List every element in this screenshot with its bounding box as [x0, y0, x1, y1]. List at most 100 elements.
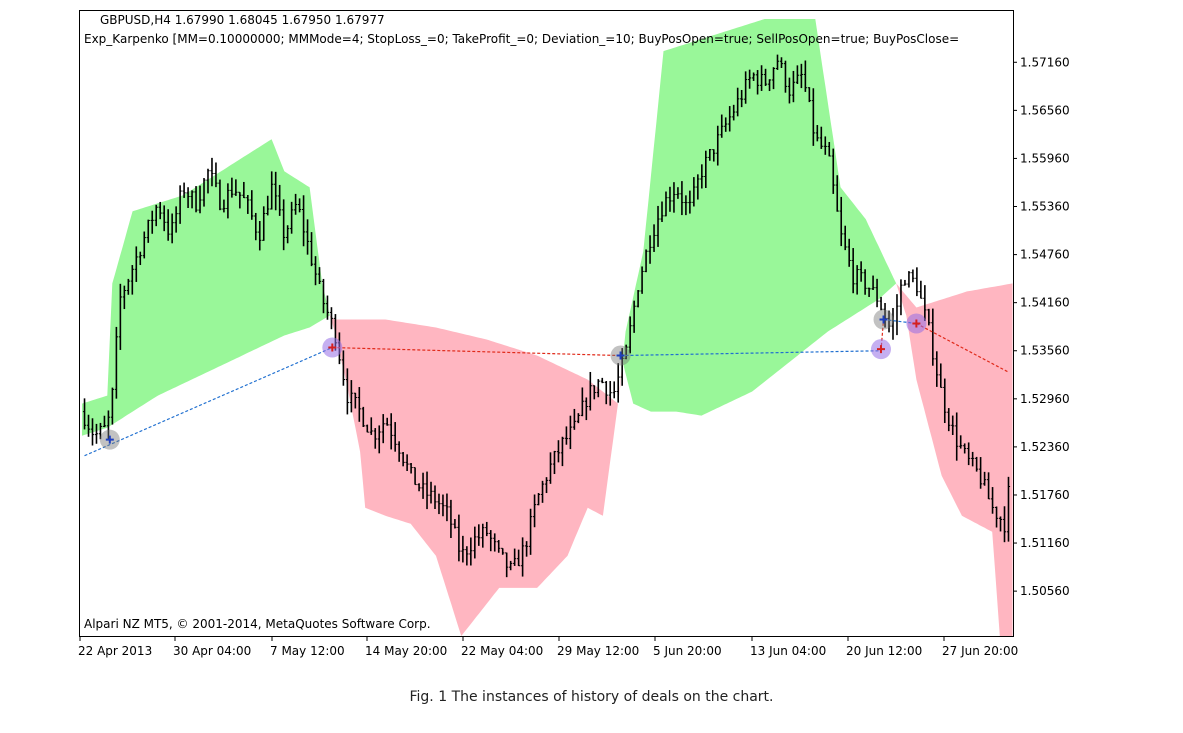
- price-bar: [656, 205, 660, 247]
- price-bar: [417, 483, 421, 492]
- price-bar: [90, 418, 95, 446]
- price-bar: [294, 193, 298, 215]
- price-bar: [186, 187, 190, 208]
- price-bar: [596, 379, 600, 398]
- price-bar: [250, 190, 254, 220]
- time-tick-label: 29 May 12:00: [557, 644, 639, 658]
- price-bar: [564, 426, 569, 445]
- price-bar: [274, 171, 278, 211]
- price-bar: [517, 549, 521, 567]
- price-bar: [736, 87, 740, 117]
- price-bar: [640, 266, 644, 294]
- price-bar: [377, 425, 381, 454]
- price-bar: [815, 125, 819, 142]
- price-bar: [497, 540, 501, 553]
- price-bar: [202, 178, 206, 207]
- price-bar: [704, 150, 708, 188]
- price-bar: [345, 368, 349, 415]
- price-bar: [863, 269, 867, 295]
- price-bar: [979, 457, 983, 489]
- price-bar: [971, 451, 975, 467]
- price-tick-label: 1.51160: [1020, 536, 1070, 550]
- price-bar: [206, 168, 210, 194]
- price-bar: [819, 126, 823, 149]
- price-bar: [501, 547, 505, 555]
- price-bar: [465, 546, 469, 566]
- price-bar: [652, 224, 656, 252]
- price-bar: [963, 443, 967, 454]
- price-bar: [803, 60, 807, 92]
- price-bar: [194, 186, 198, 213]
- price-bar: [266, 195, 270, 216]
- price-bar: [859, 261, 863, 282]
- price-tick-label: 1.55360: [1020, 200, 1070, 214]
- price-bar: [461, 535, 465, 563]
- price-bar: [620, 348, 624, 386]
- price-bar: [899, 279, 903, 316]
- price-bar: [493, 533, 497, 552]
- price-bar: [676, 187, 680, 199]
- price-bar: [624, 344, 628, 360]
- price-bar: [839, 196, 843, 247]
- price-bar: [457, 514, 461, 562]
- price-bar: [166, 209, 170, 241]
- price-bar: [106, 410, 111, 440]
- price-bar: [716, 125, 720, 166]
- time-tick-label: 14 May 20:00: [365, 644, 447, 658]
- price-bar: [505, 552, 509, 578]
- price-bar: [234, 179, 238, 196]
- price-bar: [214, 162, 218, 188]
- price-bar: [218, 179, 222, 211]
- price-bar: [481, 523, 485, 548]
- price-bar: [174, 206, 178, 233]
- price-bar: [943, 378, 947, 424]
- price-bar: [572, 408, 576, 430]
- price-tick-label: 1.53560: [1020, 344, 1070, 358]
- price-bar: [118, 283, 122, 350]
- price-bar: [990, 487, 995, 514]
- symbol-info: GBPUSD,H4 1.67990 1.68045 1.67950 1.6797…: [100, 13, 385, 27]
- price-bar: [911, 269, 915, 283]
- price-bar: [509, 560, 513, 571]
- price-bar: [696, 174, 700, 200]
- time-tick-label: 7 May 12:00: [270, 644, 345, 658]
- price-tick-label: 1.57160: [1020, 55, 1070, 69]
- time-tick-label: 22 Apr 2013: [78, 644, 152, 658]
- price-bar: [955, 412, 959, 461]
- price-bar: [134, 246, 138, 282]
- price-bar: [903, 279, 907, 286]
- deal-line-layer: [84, 318, 1008, 457]
- price-bar: [513, 548, 517, 566]
- price-tick-label: 1.52360: [1020, 440, 1070, 454]
- price-bar: [648, 235, 652, 264]
- price-bar: [429, 481, 433, 504]
- bearish-band-segment: [896, 283, 1013, 636]
- price-bar: [644, 249, 648, 273]
- price-bar: [608, 381, 612, 406]
- price-bar: [724, 117, 728, 132]
- time-tick-label: 30 Apr 04:00: [173, 644, 251, 658]
- price-bar: [301, 195, 306, 247]
- price-bar: [779, 57, 784, 68]
- price-bar: [305, 219, 310, 255]
- price-bar: [708, 149, 712, 161]
- price-bar: [238, 191, 242, 209]
- ohlc-bar-layer: [82, 54, 1011, 578]
- price-bar: [931, 308, 935, 366]
- price-bar: [720, 114, 724, 138]
- price-bar: [831, 148, 835, 194]
- price-bar: [879, 296, 883, 311]
- price-bar: [795, 65, 800, 85]
- price-bar: [397, 441, 401, 462]
- price-bar: [700, 164, 704, 189]
- price-bar: [835, 175, 839, 212]
- price-bar: [935, 351, 939, 387]
- price-bar: [740, 89, 744, 108]
- time-tick-label: 20 Jun 12:00: [846, 644, 922, 658]
- price-bar: [855, 265, 859, 295]
- price-bar: [763, 68, 768, 86]
- price-bar: [616, 363, 620, 403]
- price-bar: [114, 326, 118, 399]
- price-bar: [270, 171, 274, 210]
- price-bar: [158, 201, 162, 220]
